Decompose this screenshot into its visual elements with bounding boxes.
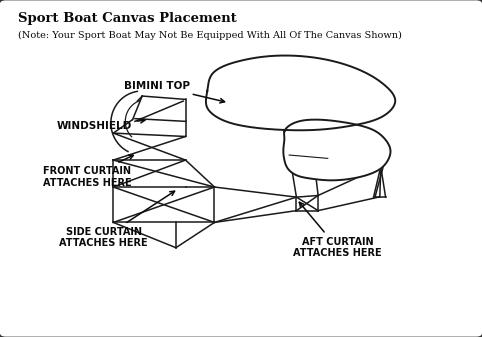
Text: (Note: Your Sport Boat May Not Be Equipped With All Of The Canvas Shown): (Note: Your Sport Boat May Not Be Equipp… — [18, 31, 402, 40]
Text: Sport Boat Canvas Placement: Sport Boat Canvas Placement — [18, 12, 237, 25]
Text: BIMINI TOP: BIMINI TOP — [124, 81, 225, 103]
Text: WINDSHIELD: WINDSHIELD — [56, 119, 145, 131]
Polygon shape — [283, 120, 390, 180]
Text: SIDE CURTAIN
ATTACHES HERE: SIDE CURTAIN ATTACHES HERE — [59, 191, 174, 248]
Text: AFT CURTAIN
ATTACHES HERE: AFT CURTAIN ATTACHES HERE — [293, 202, 382, 258]
Text: FRONT CURTAIN
ATTACHES HERE: FRONT CURTAIN ATTACHES HERE — [43, 155, 134, 188]
Polygon shape — [206, 56, 395, 130]
